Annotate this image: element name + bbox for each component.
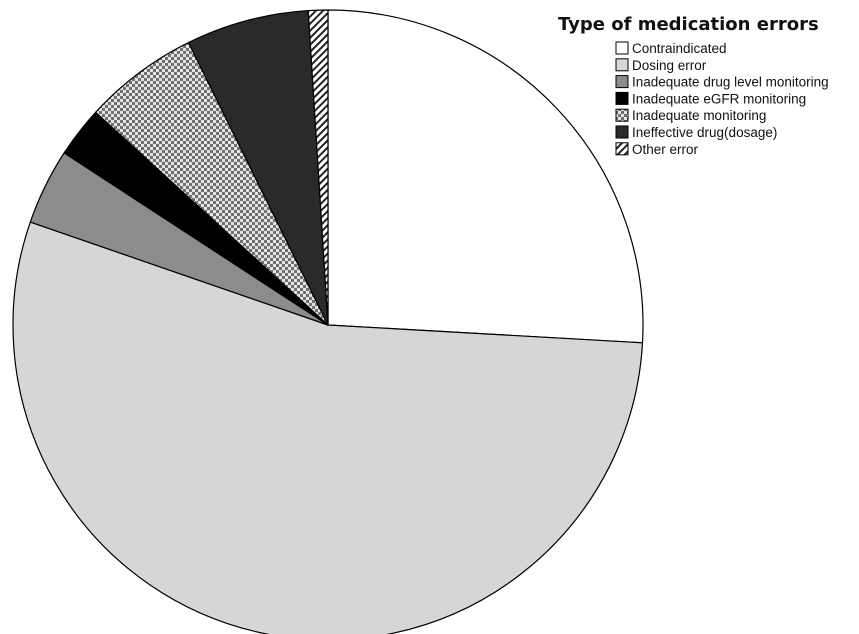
legend-swatch bbox=[615, 91, 629, 105]
legend-label: Inadequate drug level monitoring bbox=[632, 75, 829, 90]
legend-swatch bbox=[615, 125, 629, 139]
legend-label: Other error bbox=[632, 142, 699, 157]
legend-swatch bbox=[615, 41, 629, 55]
legend-item-other-error: Other error bbox=[615, 142, 699, 157]
pie-slice-other-error bbox=[307, 9, 329, 326]
legend-swatch bbox=[615, 142, 629, 156]
legend-item-dosing-error: Dosing error bbox=[615, 58, 707, 73]
legend-title: Type of medication errors bbox=[558, 14, 819, 35]
legend-swatch bbox=[615, 75, 629, 89]
legend-label: Dosing error bbox=[632, 58, 707, 73]
legend-label: Inadequate monitoring bbox=[632, 108, 766, 123]
legend-item-contraindicated: Contraindicated bbox=[615, 41, 727, 56]
legend-item-inadequate-monitoring: Inadequate monitoring bbox=[615, 108, 766, 123]
legend-item-ineffective-drug-dosage: Ineffective drug(dosage) bbox=[615, 125, 777, 140]
legend: Type of medication errors Contraindicate… bbox=[558, 14, 829, 157]
pie-slice-contraindicated bbox=[327, 9, 644, 344]
legend-item-inadequate-drug-level-monitoring: Inadequate drug level monitoring bbox=[615, 75, 829, 90]
legend-swatch bbox=[615, 58, 629, 72]
pie-slices bbox=[12, 9, 644, 634]
legend-swatch bbox=[615, 108, 629, 122]
legend-label: Inadequate eGFR monitoring bbox=[632, 91, 806, 106]
legend-label: Contraindicated bbox=[632, 41, 727, 56]
pie-slice-ineffective-drug-dosage bbox=[187, 10, 329, 326]
legend-item-inadequate-egfr-monitoring: Inadequate eGFR monitoring bbox=[615, 91, 806, 106]
legend-label: Ineffective drug(dosage) bbox=[632, 125, 777, 140]
